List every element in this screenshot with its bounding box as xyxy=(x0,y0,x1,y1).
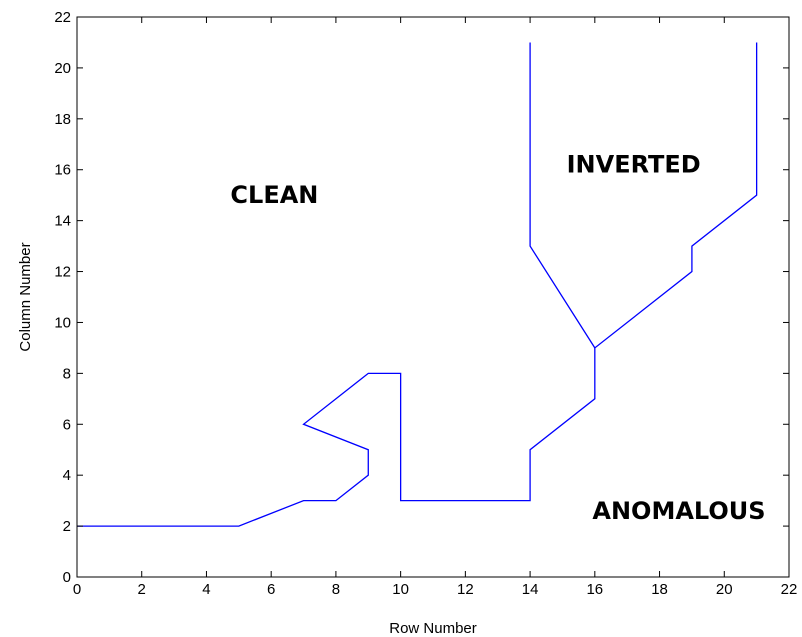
y-tick-label: 22 xyxy=(54,9,71,26)
x-tick-label: 6 xyxy=(267,581,275,598)
y-tick-label: 8 xyxy=(63,365,71,382)
x-tick-label: 18 xyxy=(651,581,668,598)
x-tick-label: 14 xyxy=(522,581,539,598)
y-tick-label: 20 xyxy=(54,60,71,77)
y-tick-label: 12 xyxy=(54,264,71,281)
x-tick-label: 22 xyxy=(781,581,798,598)
y-tick-label: 2 xyxy=(63,518,71,535)
x-axis-label: Row Number xyxy=(389,620,477,637)
y-tick-label: 10 xyxy=(54,314,71,331)
y-tick-label: 16 xyxy=(54,162,71,179)
x-tick-label: 16 xyxy=(586,581,603,598)
x-tick-label: 12 xyxy=(457,581,474,598)
x-tick-label: 0 xyxy=(73,581,81,598)
y-tick-label: 4 xyxy=(63,467,71,484)
y-tick-label: 14 xyxy=(54,213,71,230)
region-label-clean: CLEAN xyxy=(230,181,318,209)
y-axis-label: Column Number xyxy=(17,242,34,351)
y-tick-label: 0 xyxy=(63,569,71,586)
region-label-anomalous: ANOMALOUS xyxy=(592,497,765,525)
x-tick-label: 4 xyxy=(202,581,210,598)
plot-area xyxy=(77,17,789,577)
y-tick-label: 6 xyxy=(63,416,71,433)
x-tick-label: 20 xyxy=(716,581,733,598)
x-tick-label: 10 xyxy=(392,581,409,598)
x-tick-label: 8 xyxy=(332,581,340,598)
region-label-inverted: INVERTED xyxy=(567,151,701,179)
x-tick-label: 2 xyxy=(138,581,146,598)
y-tick-label: 18 xyxy=(54,111,71,128)
